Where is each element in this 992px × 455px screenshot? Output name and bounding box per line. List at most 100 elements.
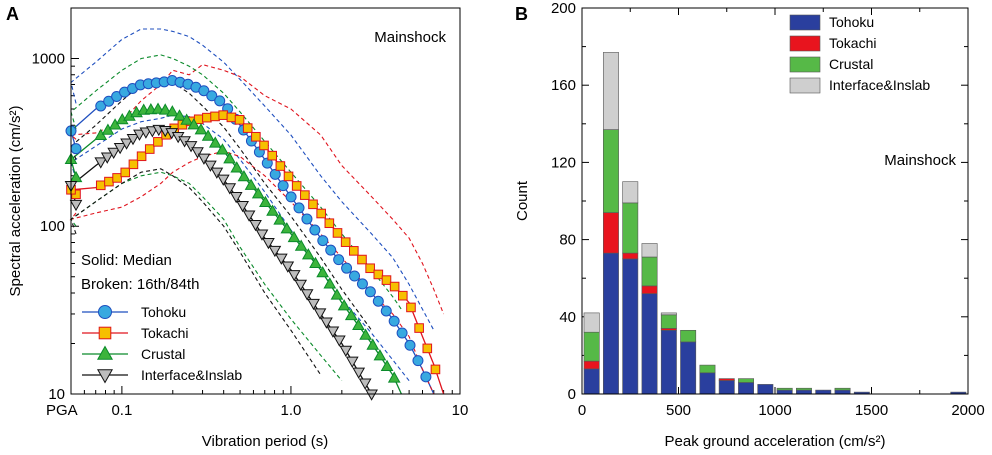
series-tohoku-marker (388, 315, 400, 327)
series-tohoku-marker (372, 295, 384, 307)
series-tokachi-marker (242, 123, 253, 133)
series-crustal-marker (251, 187, 265, 199)
series-tokachi-marker (340, 237, 351, 247)
series-tokachi-marker (144, 144, 155, 154)
series-crustal-marker (266, 204, 279, 216)
panel-a-note-median: Solid: Median (81, 252, 172, 269)
legend-interface-inslab-marker (96, 369, 114, 384)
bar-crustal-bin-850 (738, 378, 755, 383)
panel-b-annotation: Mainshock (884, 152, 956, 169)
legend-interface-inslab-label: Interface&Inslab (829, 77, 930, 93)
bar-tohoku-bin-1350 (834, 389, 851, 395)
panel-b-y-tick-label: 160 (551, 77, 576, 94)
panel-a-x-axis-title: Vibration period (s) (202, 433, 328, 450)
series-tohoku-marker (277, 180, 289, 192)
panel-a-y-tick-label: 10 (48, 386, 65, 403)
series-interface-inslab-marker (249, 220, 262, 232)
series-crustal-marker (201, 129, 215, 141)
legend-tokachi-label: Tokachi (829, 35, 876, 51)
bar-crustal-bin-1350 (834, 387, 851, 391)
series-tokachi-marker (267, 150, 277, 161)
series-tokachi-marker (251, 131, 261, 142)
series-tokachi-marker (357, 254, 367, 265)
panel-b-x-tick-label: 1000 (758, 402, 791, 419)
series-crustal-marker (337, 299, 351, 311)
legend-crustal-swatch (789, 56, 821, 73)
bar-crustal-bin-450 (660, 314, 677, 329)
legend-tokachi-marker (98, 326, 112, 340)
panel-a-note-percentiles: Broken: 16th/84th (81, 276, 199, 293)
bar-tohoku-bin-150 (602, 252, 619, 395)
series-interface-inslab-marker (126, 134, 140, 146)
series-interface-inslab-marker (262, 238, 275, 250)
series-tokachi-marker (275, 161, 286, 171)
series-tokachi-marker (120, 167, 131, 178)
bar-tokachi-bin-150 (602, 212, 619, 254)
series-tohoku-marker (309, 224, 321, 236)
panel-b-y-tick-label: 0 (568, 386, 576, 403)
panel-b-plot-frame (581, 7, 969, 395)
series-interface-inslab-marker (320, 317, 333, 329)
legend-tohoku-swatch (789, 14, 821, 31)
series-interface-inslab-marker (204, 160, 217, 172)
series-tokachi-marker (202, 112, 212, 123)
series-tokachi-marker (136, 151, 147, 162)
series-interface-inslab-marker (294, 279, 308, 291)
panel-b-x-tick-label: 2000 (951, 402, 984, 419)
legend-tohoku-label: Tohoku (829, 14, 874, 30)
series-tohoku-marker (396, 327, 408, 339)
panel-b-y-axis-title: Count (514, 180, 531, 221)
series-tokachi-marker (406, 302, 416, 313)
series-interface-inslab-marker (358, 378, 372, 390)
series-crustal-marker (380, 359, 394, 371)
series-crustal-marker (151, 102, 165, 114)
series-tohoku-marker (269, 168, 281, 180)
series-crustal-marker (316, 266, 330, 278)
series-interface-inslab-marker (274, 253, 288, 265)
series-interface-inslab-marker (281, 261, 295, 273)
panel-a-x-tick-label: 0.1 (111, 402, 132, 419)
series-tokachi-marker (234, 115, 245, 125)
series-interface-inslab-marker (268, 245, 282, 258)
series-interface-inslab-marker (223, 183, 237, 195)
series-tokachi-marker (332, 228, 343, 238)
panel-b-x-tick-label: 1500 (855, 402, 888, 419)
series-tokachi-marker (389, 281, 400, 292)
bar-tohoku-bin-50 (583, 368, 600, 395)
bar-tohoku-bin-1050 (776, 389, 793, 395)
series-crustal-marker (280, 222, 294, 234)
series-tokachi-p84-line (69, 63, 445, 315)
series-tokachi-marker (430, 364, 441, 375)
series-interface-inslab-marker (345, 356, 359, 368)
panel-b-y-tick-label: 120 (551, 154, 576, 171)
bar-tohoku-bin-1150 (795, 389, 812, 395)
series-tokachi-marker (381, 275, 392, 285)
series-tokachi-marker (210, 111, 220, 122)
series-tohoku-marker (404, 339, 416, 351)
series-interface-inslab-marker (191, 147, 204, 159)
series-interface-inslab-marker (242, 210, 256, 222)
series-crustal-marker (237, 170, 251, 182)
panel-a-letter: A (6, 4, 19, 24)
bar-tokachi-bin-750 (718, 378, 735, 381)
series-crustal-marker (180, 113, 194, 125)
panel-a-x-tick-label: 10 (452, 402, 469, 419)
series-tokachi-marker (153, 137, 163, 147)
series-crustal-marker (158, 103, 172, 115)
bar-crustal-bin-150 (602, 129, 619, 213)
series-tohoku-marker (95, 100, 107, 112)
bar-tohoku-bin-1250 (815, 389, 832, 395)
series-tokachi-marker (373, 269, 384, 280)
series-interface-inslab-marker (236, 201, 249, 213)
series-interface-inslab-marker (255, 229, 269, 241)
panel-b-legend: Tohoku Tokachi Crustal Interface&Inslab (789, 14, 930, 94)
series-crustal-marker (187, 118, 201, 130)
series-tohoku-marker (349, 270, 361, 282)
bar-crustal-bin-1150 (795, 387, 812, 391)
series-tohoku-marker (103, 95, 115, 107)
panel-b-y-tick-label: 200 (551, 0, 576, 17)
bar-tokachi-bin-350 (641, 285, 658, 294)
series-interface-inslab-marker (184, 141, 198, 153)
